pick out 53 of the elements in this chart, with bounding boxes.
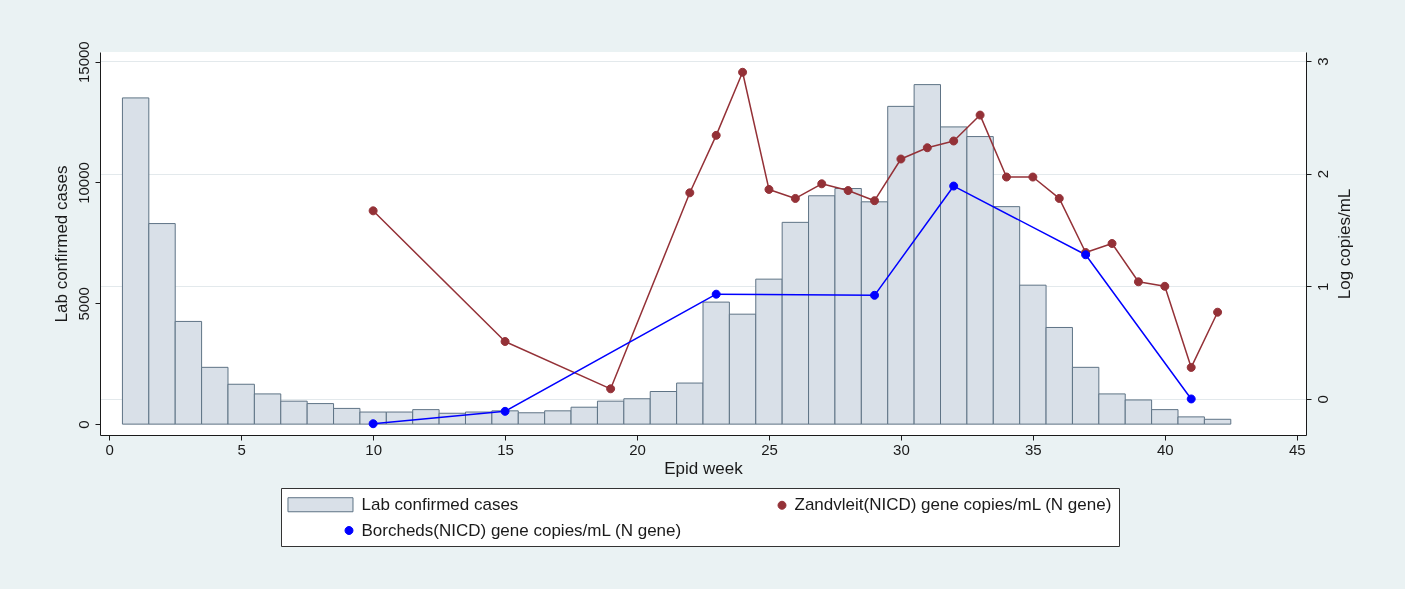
y-axis-title: Lab confirmed cases — [51, 165, 71, 323]
point — [711, 130, 721, 140]
point — [1107, 239, 1117, 248]
y-tick-label: 5000 — [74, 287, 92, 321]
point — [922, 143, 932, 153]
point — [975, 110, 985, 120]
point — [606, 384, 616, 394]
point — [764, 184, 774, 194]
x-tick-label: 30 — [893, 440, 910, 458]
point — [368, 206, 378, 216]
point — [1054, 193, 1064, 203]
point — [949, 136, 959, 146]
legend-label: Lab confirmed cases — [361, 494, 519, 514]
point — [817, 179, 827, 189]
y2-tick-label: 3 — [1313, 57, 1331, 66]
y2-tick-label: 2 — [1313, 169, 1331, 179]
y-tick-label: 15000 — [74, 41, 92, 84]
point — [1213, 307, 1223, 317]
y2-tick-label: 1 — [1313, 282, 1331, 291]
x-tick-label: 35 — [1025, 440, 1042, 458]
x-tick-label: 0 — [105, 440, 114, 458]
point — [368, 419, 378, 429]
x-tick-label: 10 — [365, 440, 382, 458]
y-tick-label: 10000 — [74, 162, 92, 204]
point — [843, 186, 853, 196]
point — [896, 154, 906, 164]
point — [870, 290, 880, 300]
point — [500, 337, 510, 346]
point — [949, 181, 959, 191]
x-tick-label: 15 — [497, 440, 514, 458]
point — [790, 193, 800, 203]
point — [1160, 281, 1170, 291]
x-tick-label: 45 — [1288, 440, 1306, 458]
point — [685, 188, 695, 198]
y-tick-label: 0 — [74, 420, 92, 429]
point — [1186, 394, 1196, 404]
point — [1186, 362, 1196, 372]
point — [870, 196, 880, 206]
point — [1028, 172, 1038, 182]
point — [500, 406, 510, 416]
point — [1133, 277, 1143, 287]
point — [711, 289, 721, 299]
x-tick-label: 40 — [1156, 440, 1174, 458]
point — [738, 67, 748, 77]
point — [1001, 172, 1011, 182]
x-axis-title: Epid week — [664, 458, 744, 478]
legend-label: Zandvleit(NICD) gene copies/mL (N gene) — [794, 495, 1112, 515]
legend-label: Borcheds(NICD) gene copies/mL (N gene) — [361, 520, 682, 540]
y2-tick-label: 0 — [1313, 395, 1331, 404]
x-tick-label: 20 — [629, 440, 646, 458]
x-tick-label: 25 — [761, 440, 778, 458]
x-tick-label: 5 — [237, 440, 246, 458]
y2-axis-title: Log copies/mL — [1334, 188, 1354, 300]
